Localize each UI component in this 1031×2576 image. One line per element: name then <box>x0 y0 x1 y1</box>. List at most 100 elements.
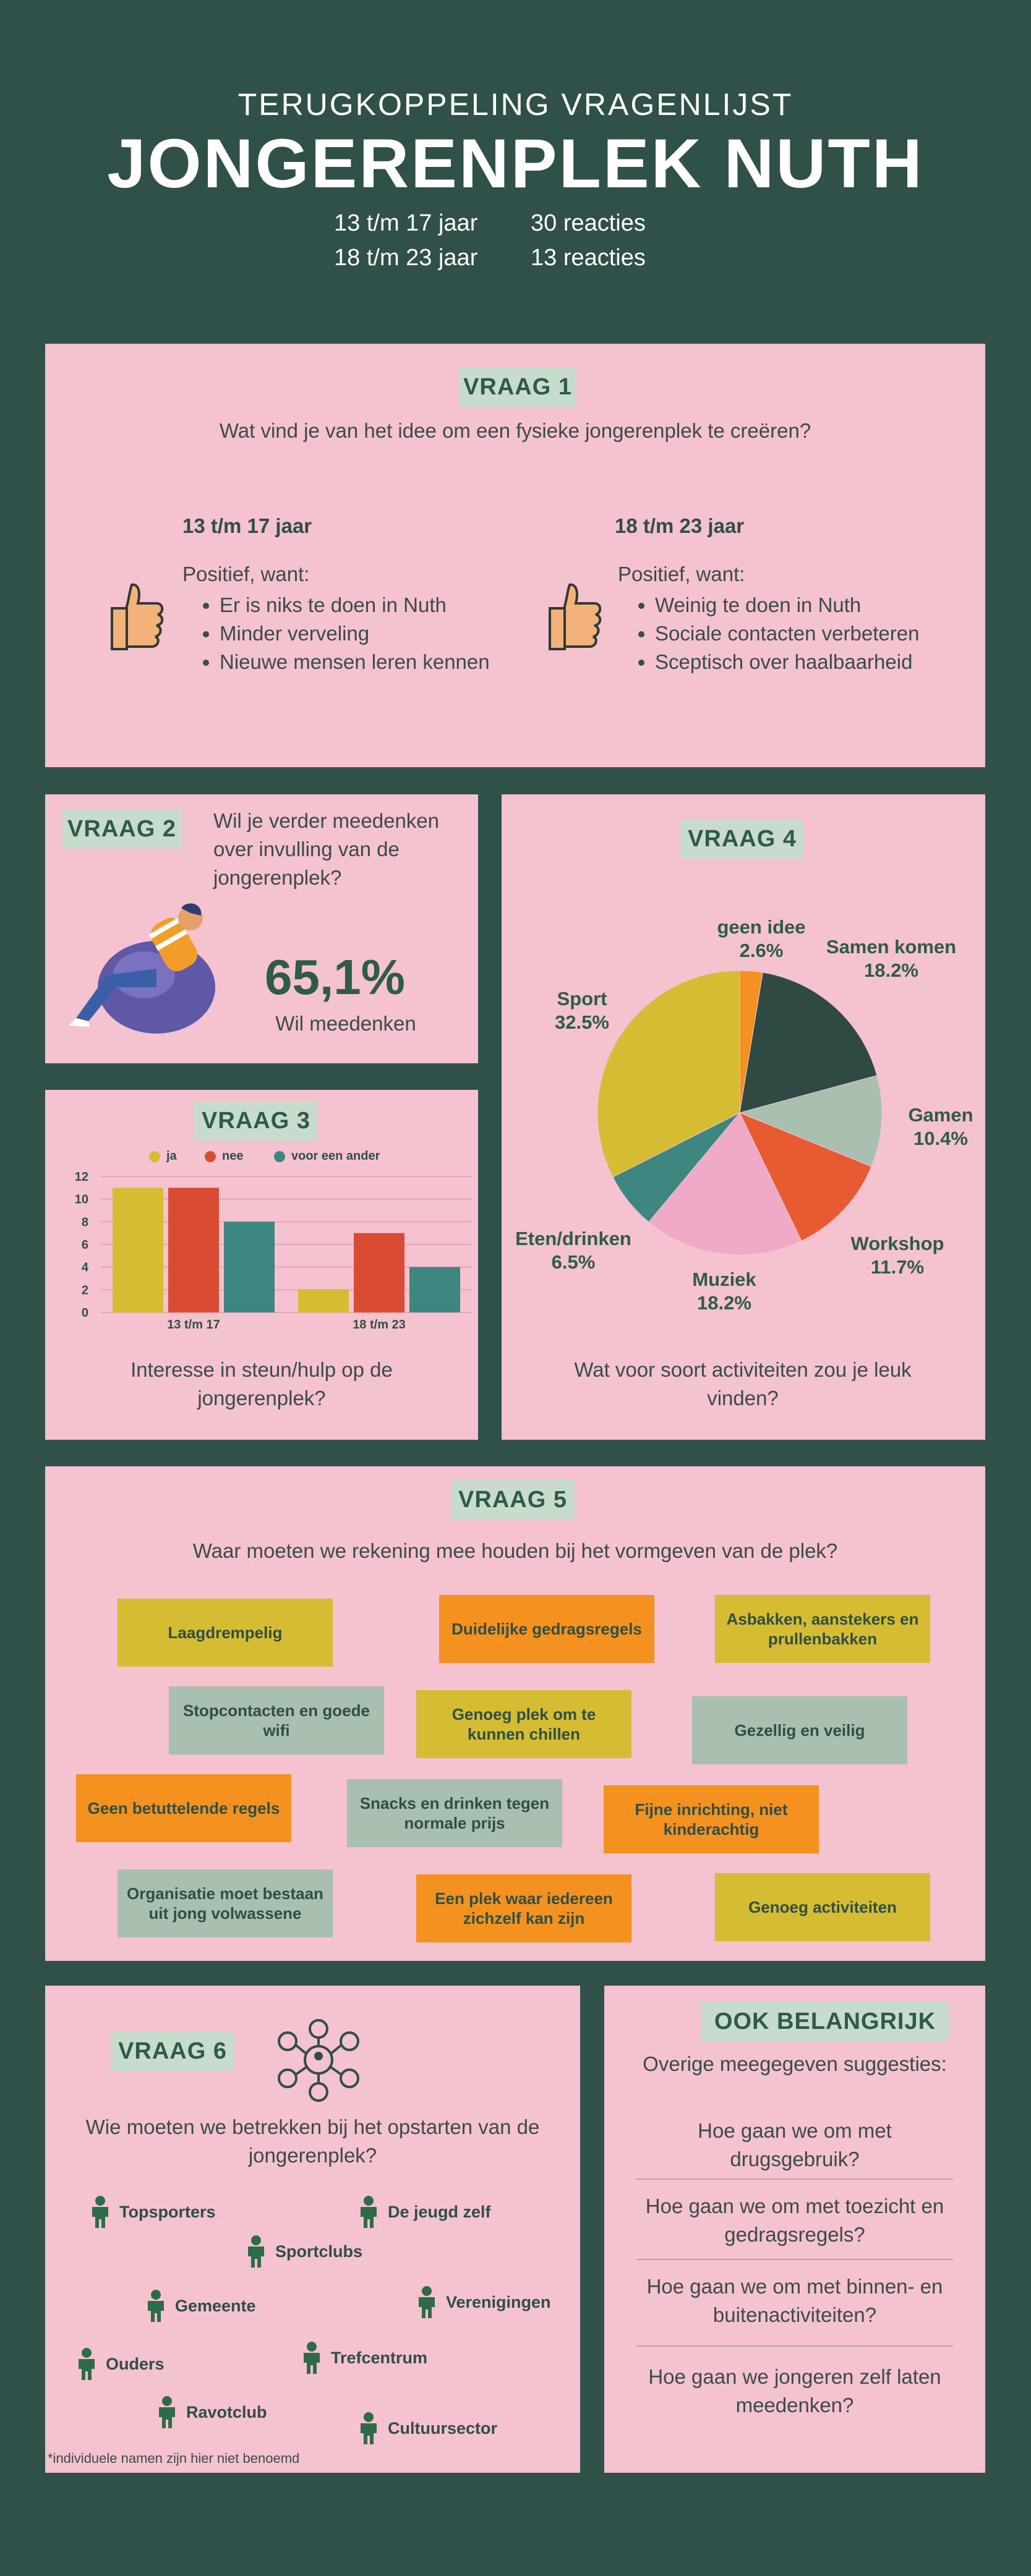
pie-label-name: Eten/drinken <box>515 1228 631 1249</box>
suggestion-item: Hoe gaan we om met toezicht en gedragsre… <box>645 2195 944 2246</box>
consideration-card: Een plek waar iedereen zichzelf kan zijn <box>416 1874 631 1942</box>
person-icon <box>79 2348 95 2380</box>
pie-label-name: Samen komen <box>826 936 957 958</box>
consideration-card: Duidelijke gedragsregels <box>439 1595 654 1663</box>
y-tick-label: 4 <box>82 1261 89 1275</box>
pie-label-name: Sport <box>557 988 607 1010</box>
pie-label-value: 18.2% <box>864 959 918 981</box>
vraag3-tag: VRAAG 3 <box>194 1101 318 1141</box>
legend-label: voor een ander <box>291 1149 380 1163</box>
list-item: Weinig te doen in Nuth <box>655 591 919 619</box>
vraag6-tag: VRAAG 6 <box>111 2031 234 2071</box>
vraag3-bar-chart: 0 2 4 6 8 10 12 13 t/m 17 18 t/m 23 <box>75 1170 472 1332</box>
bar <box>113 1188 163 1312</box>
legend-swatch <box>149 1150 160 1162</box>
person-item: Trefcentrum <box>301 2342 427 2374</box>
list-item: Nieuwe mensen leren kennen <box>220 648 490 676</box>
bar <box>409 1267 460 1312</box>
ook-belangrijk-intro: Overige meegegeven suggesties: <box>643 2052 947 2075</box>
pie-label-value: 18.2% <box>697 1292 751 1314</box>
vraag2-question: Wil je verder meedenken over invulling v… <box>213 809 439 889</box>
bar <box>168 1188 219 1312</box>
legend-label: ja <box>166 1149 177 1163</box>
pie-slice <box>738 1112 872 1241</box>
pie-label: Muziek 18.2% <box>662 1268 786 1315</box>
person-icon <box>361 2412 377 2444</box>
vraag5-panel: VRAAG 5 Waar moeten we rekening mee houd… <box>45 1466 985 1961</box>
person-label: Ouders <box>106 2354 165 2373</box>
bar <box>298 1290 349 1312</box>
legend-item: ja <box>149 1149 177 1163</box>
header-subtitle: TERUGKOPPELING VRAGENLIJST <box>237 87 794 122</box>
vraag2-tag: VRAAG 2 <box>62 809 181 849</box>
ook-belangrijk-panel: OOK BELANGRIJK Overige meegegeven sugges… <box>604 1986 985 2473</box>
pie-label: Samen komen 18.2% <box>811 935 972 982</box>
pie-label: geen idee 2.6% <box>699 916 823 963</box>
list-item: Minder verveling <box>220 619 490 648</box>
consideration-card: Genoeg plek om te kunnen chillen <box>416 1690 631 1758</box>
person-icon <box>419 2286 435 2318</box>
list-item: Sceptisch over haalbaarheid <box>655 648 919 676</box>
vraag4-panel: VRAAG 4 geen idee 2.6% Samen komen 18.2%… <box>502 794 985 1440</box>
vraag2-panel: VRAAG 2 Wil je verder meedenken over inv… <box>45 794 478 1063</box>
person-item: Verenigingen <box>416 2286 551 2318</box>
person-item: Topsporters <box>90 2196 216 2228</box>
person-on-beanbag-icon <box>64 895 231 1040</box>
consideration-card: Stopcontacten en goede wifi <box>169 1686 384 1754</box>
person-label: Verenigingen <box>446 2292 551 2311</box>
person-icon <box>304 2342 320 2374</box>
suggestion-item: Hoe gaan we om met binnen- en buitenacti… <box>646 2275 943 2326</box>
vraag1-intro: Positief, want: <box>618 563 745 585</box>
divider <box>636 2259 953 2260</box>
y-tick-label: 6 <box>82 1238 88 1252</box>
pie-label-value: 6.5% <box>551 1251 596 1273</box>
suggestion-item: Hoe gaan we om met drugsgebruik? <box>698 2119 892 2170</box>
header-stat-count: 13 reacties <box>531 245 646 271</box>
suggestion-item: Hoe gaan we jongeren zelf laten meedenke… <box>648 2365 941 2417</box>
person-label: Gemeente <box>175 2296 256 2315</box>
y-tick-label: 8 <box>82 1215 88 1229</box>
person-item: Sportclubs <box>246 2235 362 2268</box>
x-tick-label: 18 t/m 23 <box>353 1318 406 1332</box>
person-icon <box>159 2396 175 2428</box>
person-item: De jeugd zelf <box>358 2196 491 2228</box>
pie-label-value: 11.7% <box>870 1256 925 1278</box>
legend-item: voor een ander <box>274 1149 380 1163</box>
y-tick-label: 0 <box>82 1306 88 1320</box>
person-item: Ouders <box>76 2348 165 2380</box>
person-icon <box>361 2196 377 2228</box>
thumbs-up-icon <box>545 579 607 656</box>
pie-label-name: Muziek <box>692 1269 756 1290</box>
network-people-icon <box>269 2017 368 2106</box>
vraag1-tag: VRAAG 1 <box>459 367 576 407</box>
pie-label: Gamen 10.4% <box>897 1103 984 1150</box>
legend-swatch <box>274 1150 285 1162</box>
legend-item: nee <box>205 1149 243 1163</box>
vraag5-question: Waar moeten we rekening mee houden bij h… <box>192 1539 838 1562</box>
vraag2-percentage: 65,1% <box>265 950 405 1005</box>
pie-label-name: Workshop <box>850 1233 944 1254</box>
person-label: Ravotclub <box>186 2402 267 2421</box>
pie-label-value: 32.5% <box>555 1011 609 1033</box>
consideration-card: Genoeg activiteiten <box>715 1873 930 1941</box>
pie-label-name: Gamen <box>908 1104 973 1126</box>
bar <box>354 1233 404 1312</box>
consideration-card: Laagdrempelig <box>118 1599 333 1667</box>
y-tick-label: 2 <box>82 1283 88 1297</box>
list-item: Sociale contacten verbeteren <box>655 619 919 648</box>
bar <box>224 1222 275 1312</box>
y-tick-label: 12 <box>75 1170 88 1184</box>
vraag1-panel: VRAAG 1 Wat vind je van het idee om een … <box>45 344 985 767</box>
vraag5-tag: VRAAG 5 <box>451 1480 575 1520</box>
person-icon <box>92 2196 108 2228</box>
person-label: De jeugd zelf <box>388 2202 491 2221</box>
vraag6-footnote: *individuele namen zijn hier niet benoem… <box>48 2451 300 2466</box>
pie-label: Eten/drinken 6.5% <box>505 1227 641 1274</box>
vraag1-reasons-list: Er is niks te doen in Nuth Minder vervel… <box>182 591 490 676</box>
consideration-card: Fijne inrichting, niet kinderachtig <box>604 1785 819 1853</box>
vraag4-tag: VRAAG 4 <box>680 819 804 859</box>
person-item: Cultuursector <box>358 2412 497 2444</box>
divider <box>636 2345 953 2347</box>
vraag3-caption: Interesse in steun/hulp op de jongerenpl… <box>130 1358 393 1409</box>
header-stat-count: 30 reacties <box>531 210 646 236</box>
